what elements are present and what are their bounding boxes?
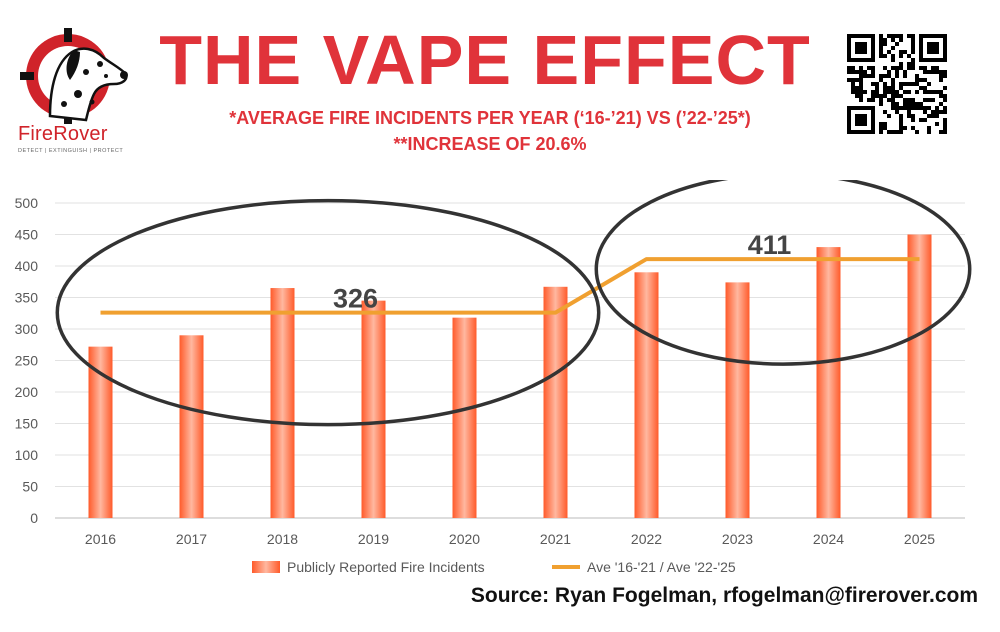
bar-2018 [270, 288, 295, 518]
x-tick-label: 2017 [176, 531, 207, 547]
bar-2022 [634, 272, 659, 518]
qr-code-icon [847, 34, 947, 134]
legend-bar-swatch [252, 561, 280, 573]
source-credit: Source: Ryan Fogelman, rfogelman@firerov… [470, 584, 978, 607]
page-title: THE VAPE EFFECT [159, 21, 811, 99]
bar-2024 [816, 247, 841, 518]
bar-2017 [179, 335, 204, 518]
y-tick-label: 0 [30, 510, 38, 526]
highlight-ellipse [55, 198, 601, 427]
bar-2019 [361, 300, 386, 518]
logo-tagline: DETECT | EXTINGUISH | PROTECT [18, 148, 124, 154]
y-tick-label: 400 [15, 258, 39, 274]
subtitle-line-1: *AVERAGE FIRE INCIDENTS PER YEAR (‘16-’2… [229, 108, 751, 128]
y-tick-label: 100 [15, 447, 39, 463]
y-tick-label: 300 [15, 321, 39, 337]
legend-label-line: Ave '16-'21 / Ave '22-'25 [587, 559, 736, 575]
x-tick-label: 2022 [631, 531, 662, 547]
logo-brand-name: FireRover [18, 123, 108, 145]
y-tick-label: 250 [15, 353, 39, 369]
x-tick-label: 2016 [85, 531, 116, 547]
highlight-ellipse [594, 180, 972, 366]
bar-2020 [452, 317, 477, 518]
y-tick-label: 150 [15, 416, 39, 432]
legend-label-bars: Publicly Reported Fire Incidents [287, 559, 485, 575]
x-tick-label: 2018 [267, 531, 298, 547]
y-tick-label: 500 [15, 195, 39, 211]
x-tick-label: 2019 [358, 531, 389, 547]
y-tick-label: 200 [15, 384, 39, 400]
subtitle-line-2: **INCREASE OF 20.6% [393, 134, 587, 154]
bar-2023 [725, 282, 750, 518]
y-tick-label: 450 [15, 227, 39, 243]
average-line [100, 257, 920, 315]
dalmatian-crosshair-icon [20, 28, 128, 124]
y-tick-label: 50 [22, 479, 38, 495]
x-tick-label: 2020 [449, 531, 480, 547]
average-annotation: 326 [333, 284, 378, 314]
x-tick-label: 2025 [904, 531, 935, 547]
y-tick-label: 350 [15, 290, 39, 306]
bar-2021 [543, 286, 568, 518]
average-annotation: 411 [748, 230, 792, 260]
fire-incidents-chart: 0 50 100 150 200 250 300 350 400 450 500 2016 2017 20… [15, 180, 972, 575]
x-tick-label: 2023 [722, 531, 753, 547]
x-tick-label: 2021 [540, 531, 571, 547]
x-tick-label: 2024 [813, 531, 844, 547]
bar-2025 [907, 234, 932, 518]
